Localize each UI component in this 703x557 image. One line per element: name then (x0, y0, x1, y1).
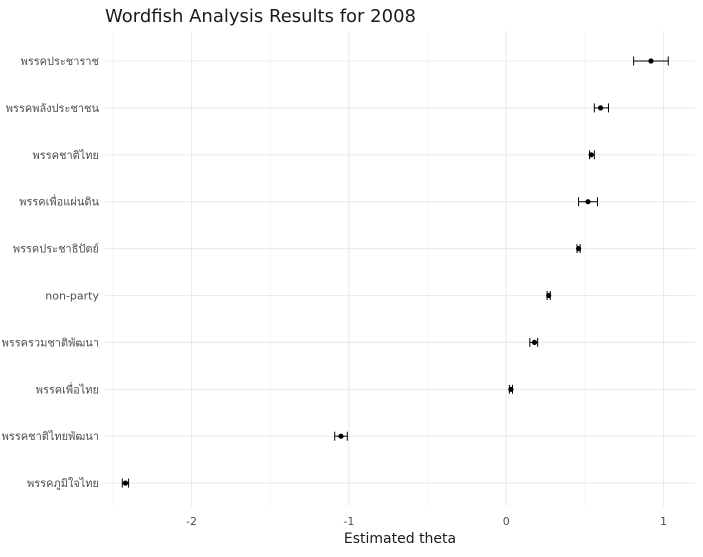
data-point (575, 246, 582, 252)
y-tick-label: พรรคเพื่อไทย (36, 381, 99, 396)
y-tick-label: พรรครวมชาติพัฒนา (2, 336, 99, 349)
chart-title: Wordfish Analysis Results for 2008 (105, 6, 416, 27)
error-bars (121, 56, 669, 488)
grid (105, 31, 695, 506)
data-point (588, 152, 594, 158)
y-tick-label: พรรคชาติไทย (33, 149, 99, 162)
points (122, 58, 654, 486)
y-tick-labels: พรรคประชาราชพรรคพลังประชาชนพรรคชาติไทยพร… (2, 55, 100, 490)
y-tick-label: พรรคประชาราช (21, 55, 99, 68)
data-point (585, 199, 591, 205)
y-tick-label: พรรคภูมิใจไทย (27, 477, 99, 490)
data-point (648, 58, 654, 64)
data-point (338, 433, 344, 439)
y-tick-label: พรรคพลังประชาชน (6, 102, 100, 115)
x-axis-label: Estimated theta (344, 531, 456, 547)
y-tick-label: non-party (45, 290, 99, 303)
y-tick-label: พรรคประชาธิปัตย์ (13, 243, 99, 256)
data-point (531, 339, 538, 345)
x-tick-labels: -2 -1 0 1 (186, 515, 667, 528)
data-point (598, 105, 604, 111)
y-tick-label: พรรคเพื่อแผ่นดิน (19, 194, 99, 209)
x-tick-label: 1 (660, 515, 667, 528)
x-tick-label: -2 (186, 515, 197, 528)
y-tick-label: พรรคชาติไทยพัฒนา (2, 430, 99, 443)
data-point (122, 480, 129, 486)
x-tick-label: 0 (503, 515, 510, 528)
data-point (546, 292, 552, 299)
x-tick-label: -1 (343, 515, 354, 528)
data-point (508, 386, 514, 392)
